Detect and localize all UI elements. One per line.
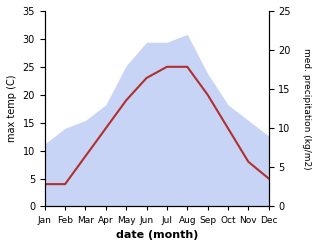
X-axis label: date (month): date (month) [115,230,198,240]
Y-axis label: med. precipitation (kg/m2): med. precipitation (kg/m2) [302,48,311,169]
Y-axis label: max temp (C): max temp (C) [7,75,17,143]
